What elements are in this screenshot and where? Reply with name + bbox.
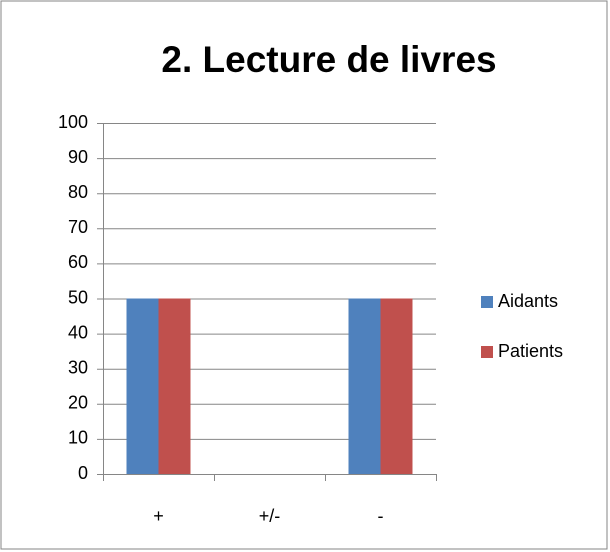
y-tick-label: 0 [78,463,88,483]
bar [380,298,413,474]
y-tick-label: 60 [68,252,88,272]
bar [126,298,159,474]
y-tick-label: 30 [68,357,88,377]
chart-title: 2. Lecture de livres [161,39,496,80]
legend-label: Patients [498,341,563,361]
legend-swatch [481,346,493,358]
y-tick-label: 50 [68,287,88,307]
y-tick-label: 100 [58,112,88,132]
y-tick-label: 70 [68,217,88,237]
y-tick-label: 80 [68,182,88,202]
y-tick-label: 10 [68,428,88,448]
x-tick-label: - [378,506,384,526]
bar [158,298,191,474]
legend-swatch [481,296,493,308]
y-tick-label: 20 [68,393,88,413]
x-tick-label: +/- [259,506,281,526]
y-tick-label: 40 [68,322,88,342]
y-tick-label: 90 [68,147,88,167]
x-tick-label: + [153,506,164,526]
legend-label: Aidants [498,291,558,311]
bar [348,298,381,474]
